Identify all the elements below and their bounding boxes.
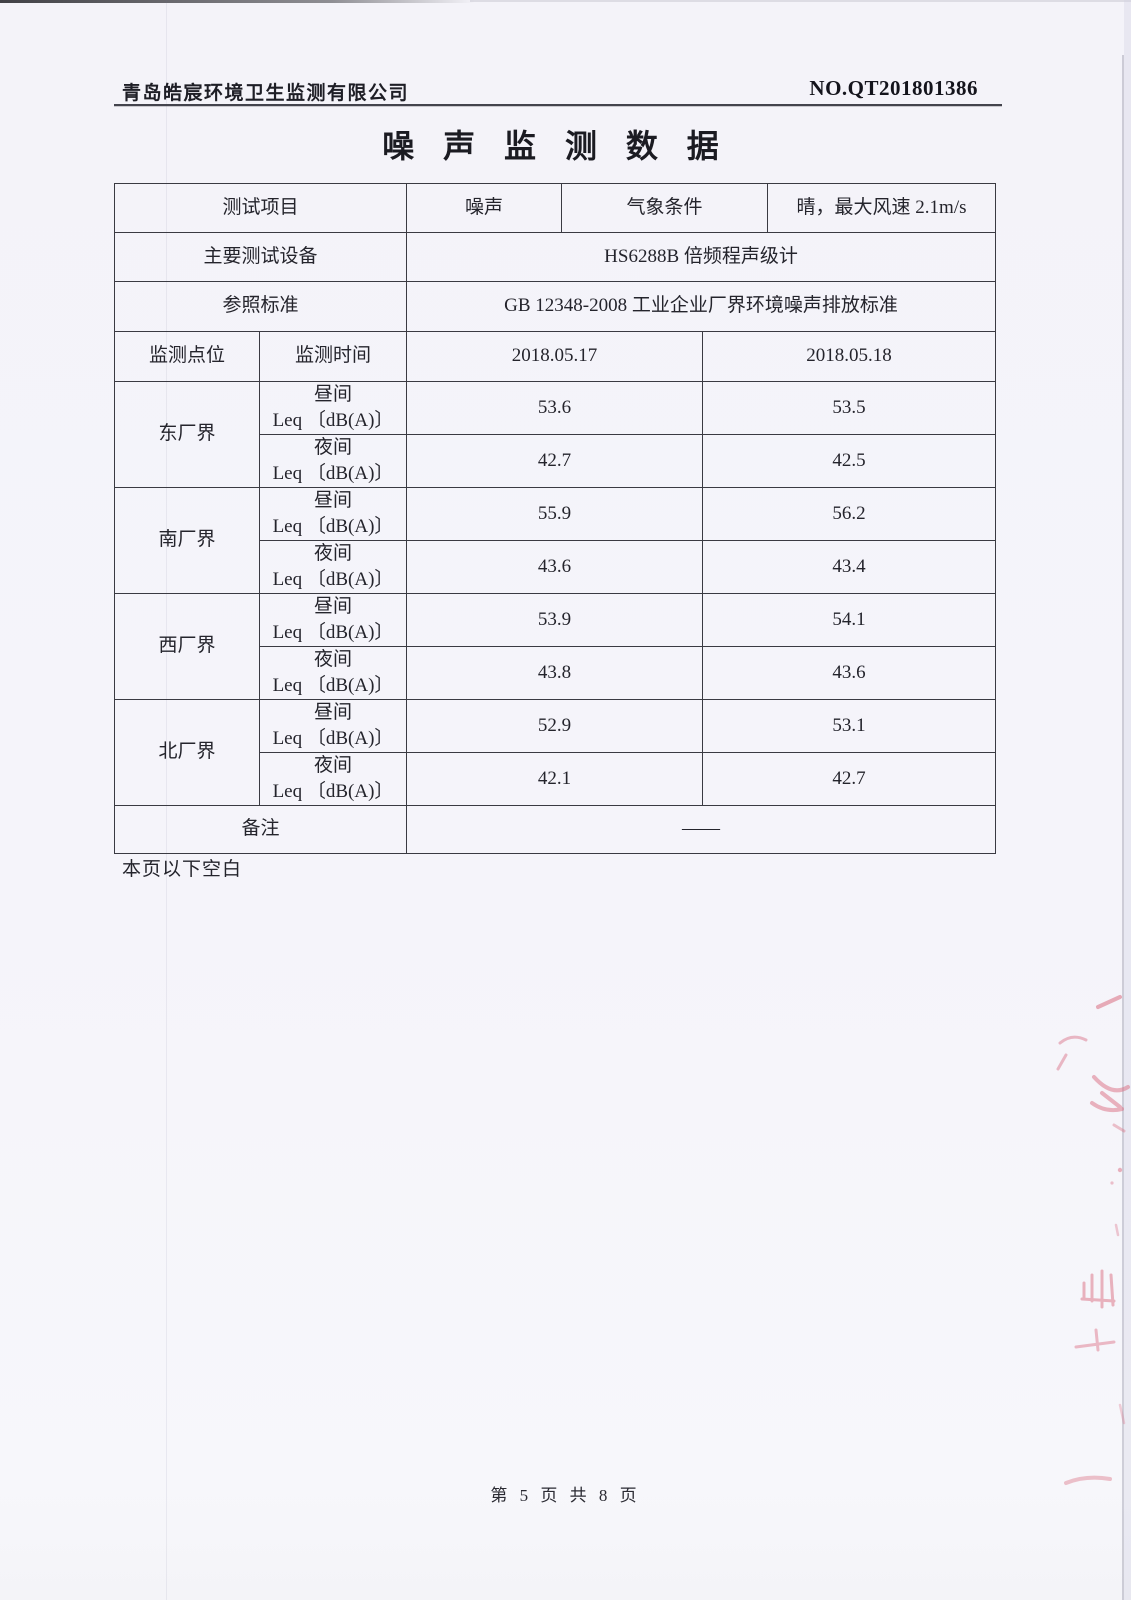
table-row-remark: 备注 —— xyxy=(113,805,997,854)
leq-day-label: 昼间 Leq 〔dB(A)〕 xyxy=(258,593,408,647)
equipment-label: 主要测试设备 xyxy=(113,232,408,282)
page-right-edge-line xyxy=(1122,55,1124,1600)
leq-unit-label: Leq 〔dB(A)〕 xyxy=(272,410,394,431)
red-stamp-remnant xyxy=(1056,995,1130,1485)
weather-value: 晴，最大风速 2.1m/s xyxy=(767,183,997,233)
leq-unit-label: Leq 〔dB(A)〕 xyxy=(272,622,394,643)
point-name-east: 东厂界 xyxy=(114,381,260,488)
point-name-south: 南厂界 xyxy=(114,487,260,594)
blank-below-note: 本页以下空白 xyxy=(122,859,243,880)
company-name: 青岛皓宸环境卫生监测有限公司 xyxy=(122,83,410,104)
value-east-day-2: 53.5 xyxy=(702,381,997,435)
value-south-night-1: 43.6 xyxy=(406,540,704,594)
value-east-night-1: 42.7 xyxy=(406,434,704,488)
value-west-day-2: 54.1 xyxy=(702,593,997,647)
equipment-value: HS6288B 倍频程声级计 xyxy=(406,232,997,282)
time-label: 监测时间 xyxy=(258,331,408,382)
period-label: 夜间 xyxy=(314,437,353,459)
table-row-south-day: 南厂界 昼间 Leq 〔dB(A)〕 55.9 56.2 xyxy=(114,487,997,594)
report-number: NO.QT201801386 xyxy=(809,76,978,100)
point-name-west: 西厂界 xyxy=(114,593,260,700)
table-row-west-day: 西厂界 昼间 Leq 〔dB(A)〕 53.9 54.1 xyxy=(114,593,997,700)
table-row-east-day: 东厂界 昼间 Leq 〔dB(A)〕 53.6 53.5 xyxy=(114,381,997,488)
table-row-dates: 监测点位 监测时间 2018.05.17 2018.05.18 xyxy=(114,331,997,382)
remark-value: —— xyxy=(406,805,997,854)
leq-night-label: 夜间 Leq 〔dB(A)〕 xyxy=(258,434,408,488)
leq-night-label: 夜间 Leq 〔dB(A)〕 xyxy=(258,752,408,806)
leq-unit-label: Leq 〔dB(A)〕 xyxy=(272,516,394,537)
leq-unit-label: Leq 〔dB(A)〕 xyxy=(272,728,394,749)
document-title: 噪 声 监 测 数 据 xyxy=(382,128,729,164)
leq-unit-label: Leq 〔dB(A)〕 xyxy=(272,569,394,590)
value-south-day-2: 56.2 xyxy=(702,487,997,541)
standard-value: GB 12348-2008 工业企业厂界环境噪声排放标准 xyxy=(406,281,997,332)
leq-unit-label: Leq 〔dB(A)〕 xyxy=(272,463,394,484)
value-south-night-2: 43.4 xyxy=(702,540,997,594)
point-name-north: 北厂界 xyxy=(114,699,260,806)
scan-top-edge-artifact-light xyxy=(470,0,1131,2)
table-row-north-day: 北厂界 昼间 Leq 〔dB(A)〕 52.9 53.1 xyxy=(114,699,997,806)
value-west-night-1: 43.8 xyxy=(406,646,704,700)
period-label: 昼间 xyxy=(314,384,353,406)
table-row-standard: 参照标准 GB 12348-2008 工业企业厂界环境噪声排放标准 xyxy=(113,281,997,332)
page-right-margin-shade xyxy=(1124,0,1131,1600)
noise-data-table: 测试项目 噪声 气象条件 晴，最大风速 2.1m/s 主要测试设备 HS6288… xyxy=(113,183,997,854)
table-row-west-night: 夜间 Leq 〔dB(A)〕 43.8 43.6 xyxy=(115,646,997,700)
standard-label: 参照标准 xyxy=(113,281,408,332)
remark-label: 备注 xyxy=(113,805,408,854)
test-item-value: 噪声 xyxy=(406,183,563,233)
value-south-day-1: 55.9 xyxy=(406,487,704,541)
period-label: 夜间 xyxy=(314,543,353,565)
page-number-footer: 第 5 页 共 8 页 xyxy=(490,1486,641,1505)
leq-day-label: 昼间 Leq 〔dB(A)〕 xyxy=(258,381,408,435)
period-label: 昼间 xyxy=(314,596,353,618)
value-east-night-2: 42.5 xyxy=(702,434,997,488)
value-west-day-1: 53.9 xyxy=(406,593,704,647)
value-north-night-2: 42.7 xyxy=(702,752,997,806)
table-row-south-night: 夜间 Leq 〔dB(A)〕 43.6 43.4 xyxy=(115,540,997,594)
value-east-day-1: 53.6 xyxy=(406,381,704,435)
table-row-equipment: 主要测试设备 HS6288B 倍频程声级计 xyxy=(113,232,997,282)
date-2: 2018.05.18 xyxy=(702,331,997,382)
table-row-test-item: 测试项目 噪声 气象条件 晴，最大风速 2.1m/s xyxy=(113,183,997,233)
date-1: 2018.05.17 xyxy=(406,331,704,382)
value-north-day-2: 53.1 xyxy=(702,699,997,753)
period-label: 昼间 xyxy=(314,702,353,724)
leq-day-label: 昼间 Leq 〔dB(A)〕 xyxy=(258,699,408,753)
period-label: 昼间 xyxy=(314,490,353,512)
period-label: 夜间 xyxy=(314,755,353,777)
leq-night-label: 夜间 Leq 〔dB(A)〕 xyxy=(258,540,408,594)
leq-night-label: 夜间 Leq 〔dB(A)〕 xyxy=(258,646,408,700)
leq-day-label: 昼间 Leq 〔dB(A)〕 xyxy=(258,487,408,541)
point-label: 监测点位 xyxy=(114,331,260,382)
scan-top-edge-artifact xyxy=(0,0,475,3)
value-north-night-1: 42.1 xyxy=(406,752,704,806)
value-north-day-1: 52.9 xyxy=(406,699,704,753)
value-west-night-2: 43.6 xyxy=(702,646,997,700)
test-item-label: 测试项目 xyxy=(113,183,408,233)
header-rule xyxy=(114,104,1002,106)
leq-unit-label: Leq 〔dB(A)〕 xyxy=(272,781,394,802)
period-label: 夜间 xyxy=(314,649,353,671)
weather-label: 气象条件 xyxy=(561,183,769,233)
leq-unit-label: Leq 〔dB(A)〕 xyxy=(272,675,394,696)
table-row-east-night: 夜间 Leq 〔dB(A)〕 42.7 42.5 xyxy=(115,434,997,488)
